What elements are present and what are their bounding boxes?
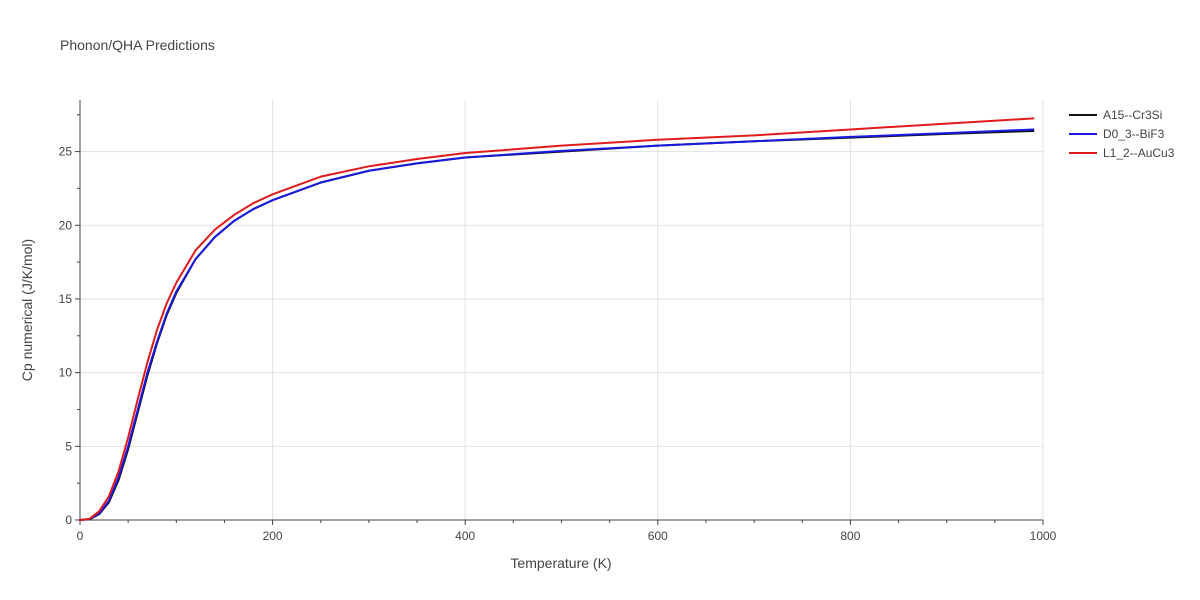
x-tick-label: 1000 xyxy=(1030,529,1057,543)
grid xyxy=(80,100,1044,520)
series-line-2 xyxy=(79,117,1035,521)
x-tick-label: 400 xyxy=(455,529,475,543)
chart-title: Phonon/QHA Predictions xyxy=(60,37,215,53)
legend: A15--Cr3Si D0_3--BiF3 L1_2--AuCu3 xyxy=(1069,108,1175,160)
y-axis-title: Cp numerical (J/K/mol) xyxy=(19,239,35,381)
series-layer xyxy=(79,117,1035,521)
x-tick-label: 600 xyxy=(648,529,668,543)
x-axis-title: Temperature (K) xyxy=(510,555,611,571)
y-tick-label: 5 xyxy=(65,439,72,453)
y-tick-label: 15 xyxy=(59,292,73,306)
y-tick-label: 25 xyxy=(59,145,73,159)
x-tick-label: 0 xyxy=(77,529,84,543)
x-tick-label: 200 xyxy=(263,529,283,543)
y-tick-label: 10 xyxy=(59,366,73,380)
legend-label: D0_3--BiF3 xyxy=(1103,127,1165,141)
series-line-0 xyxy=(79,129,1035,521)
y-tick-label: 20 xyxy=(59,218,73,232)
legend-label: L1_2--AuCu3 xyxy=(1103,146,1175,160)
y-tick-label: 0 xyxy=(65,513,72,527)
series-line-1 xyxy=(79,128,1035,521)
legend-label: A15--Cr3Si xyxy=(1103,108,1162,122)
axes: 0 200 400 600 800 1000 0 5 10 15 20 25 xyxy=(59,100,1057,543)
x-tick-label: 800 xyxy=(840,529,860,543)
